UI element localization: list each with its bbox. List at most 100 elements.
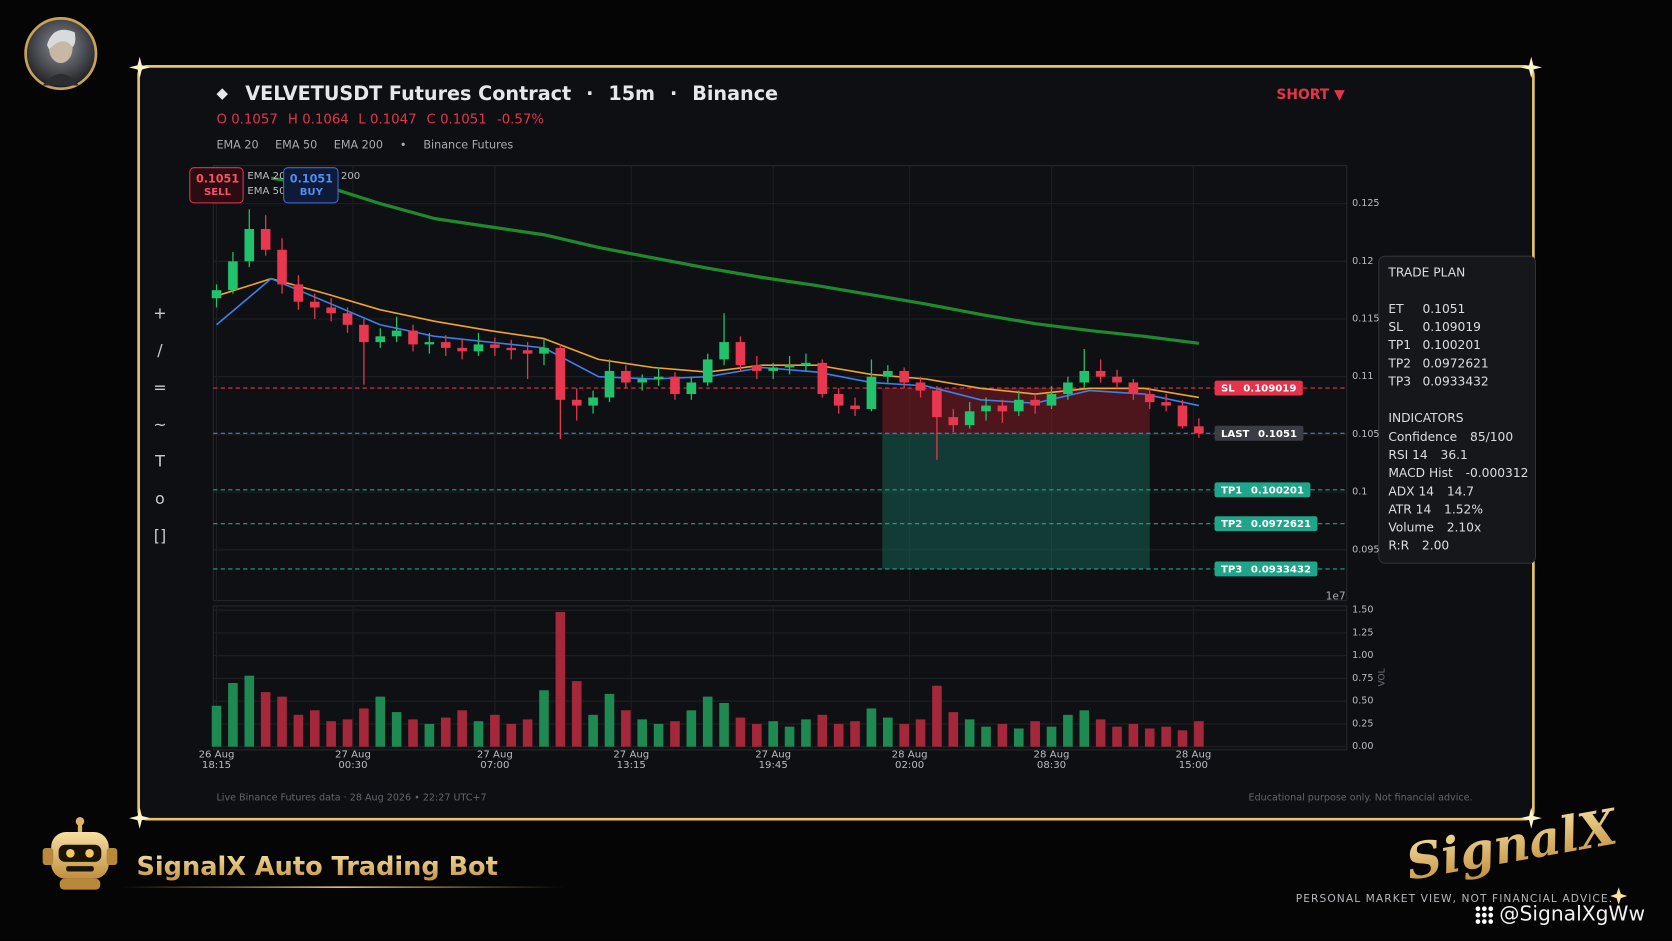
tool-button[interactable]: + (153, 303, 166, 322)
candle-body (817, 362, 828, 395)
volume-bar (1095, 719, 1106, 747)
tool-button[interactable]: T (154, 451, 165, 470)
level-name: LAST (1221, 429, 1250, 440)
indicators-title: INDICATORS (1388, 411, 1463, 425)
candle-body (915, 382, 926, 391)
level-label-box (1214, 516, 1318, 532)
volume-bar (719, 703, 729, 747)
frame-sparkles (129, 56, 1542, 829)
x-tick-label-box: 27 Aug 00:30 (335, 750, 371, 771)
candle-body (833, 394, 844, 406)
plan-value: 0.100201 (1422, 338, 1480, 352)
volume-bar (326, 721, 336, 747)
x-tick-label: 27 Aug 07:00 (476, 749, 513, 772)
volume-bar (571, 681, 582, 747)
tool-button[interactable]: o (155, 489, 165, 508)
y-axis-label: VOL (1377, 668, 1387, 686)
y-tick-label: 0.1 (1352, 487, 1367, 498)
tool-button[interactable]: / (157, 341, 163, 360)
level-value: 0.0933432 (1251, 564, 1311, 575)
candle-body (1177, 405, 1188, 427)
volume-bar (309, 710, 320, 747)
sell-price[interactable]: 0.1051 (196, 172, 239, 185)
volume-bar (555, 612, 566, 747)
indicator-label: ATR 14 (1388, 502, 1431, 516)
volume-bar (277, 696, 287, 747)
volume-bar (342, 719, 353, 747)
indicator-value: -0.000312 (1466, 466, 1529, 480)
chart-legend-item: EMA 50 (247, 186, 285, 197)
candle-body (1161, 402, 1171, 406)
level-value: 0.109019 (1243, 384, 1296, 395)
level-value: 0.100201 (1251, 485, 1304, 496)
indicator-label: ADX 14 (1388, 484, 1434, 498)
candle-body (621, 370, 631, 383)
ohlc-label: L (358, 113, 366, 128)
indicator-value: 1.52% (1444, 502, 1483, 516)
plan-label: TP1 (1387, 338, 1411, 352)
volume-bar (899, 723, 909, 747)
side-badge[interactable]: SHORT ▼ (1276, 87, 1345, 103)
x-tick-label-box: 26 Aug 18:15 (198, 749, 235, 772)
footer-disclaimer: Educational purpose only. Not financial … (1249, 792, 1473, 803)
candle-body (670, 376, 680, 395)
sell-label[interactable]: SELL (204, 187, 232, 198)
drawing-toolbar: + / = ~ T o [] (153, 303, 166, 545)
x-tick-label: 26 Aug 18:15 (198, 749, 235, 772)
sell-box[interactable] (189, 167, 244, 204)
level-label-box (1214, 561, 1318, 577)
buy-box[interactable] (283, 167, 339, 204)
candle-body (391, 330, 402, 337)
brand-disclaimer: PERSONAL MARKET VIEW, NOT FINANCIAL ADVI… (1296, 892, 1613, 905)
title-exchange: Binance (692, 82, 778, 105)
volume-bar (473, 721, 484, 747)
volume-bar (686, 710, 697, 747)
legend-source: Binance Futures (423, 138, 513, 151)
x-tick-label-box: 27 Aug 13:15 (613, 750, 649, 771)
title-separator: · (586, 82, 593, 105)
volume-bar (768, 721, 778, 747)
indicator-value: 85/100 (1470, 430, 1513, 444)
volume-bar (457, 710, 467, 747)
candle-body (211, 290, 222, 299)
volume-bar (1128, 723, 1139, 747)
candle-body (981, 405, 991, 412)
volume-bar (997, 723, 1008, 747)
x-tick-label-box: 28 Aug 15:00 (1175, 750, 1211, 771)
indicator-label: Confidence (1388, 430, 1457, 444)
tool-button[interactable]: = (153, 378, 166, 397)
volume-bar (1063, 714, 1073, 747)
level-label-box (1214, 425, 1304, 441)
candle-body (375, 336, 386, 343)
tool-button[interactable]: [] (154, 526, 166, 545)
volume-bar (1194, 721, 1204, 747)
ohlc-line: O 0.1057 H 0.1064 L 0.1047 C 0.1051 -0.57% (216, 113, 544, 128)
volume-bar (883, 717, 893, 747)
volume-bar (1112, 726, 1122, 747)
bot-underline (117, 886, 566, 888)
tool-button[interactable]: ~ (153, 415, 166, 434)
y-tick-label: 0.095 (1352, 544, 1379, 555)
candle-body (571, 399, 582, 406)
indicator-value: 14.7 (1447, 484, 1474, 498)
buy-label[interactable]: BUY (300, 187, 324, 198)
plan-value: 0.1051 (1422, 302, 1465, 316)
ohlc-change: -0.57% (497, 113, 544, 128)
ohlc-label: C (427, 113, 436, 128)
volume-bar (244, 675, 255, 747)
trade-plan-panel (1378, 255, 1537, 564)
y-tick-label: 0.12 (1352, 256, 1373, 267)
sell-button[interactable]: 0.1051 SELL (189, 167, 244, 204)
volume-bar (522, 719, 533, 747)
candle-body (408, 330, 418, 345)
level-name: TP2 (1221, 519, 1242, 530)
buy-button[interactable]: 0.1051 BUY (283, 167, 339, 204)
ohlc-label: H (288, 113, 298, 128)
volume-bar (735, 717, 746, 747)
candle-body (424, 342, 435, 345)
candle-body (1013, 399, 1024, 412)
plan-label: TP2 (1387, 356, 1411, 370)
y-tick-label: 0.105 (1352, 429, 1379, 440)
x-tick-label-box: 28 Aug 08:30 (1034, 750, 1070, 771)
buy-price[interactable]: 0.1051 (290, 172, 333, 185)
